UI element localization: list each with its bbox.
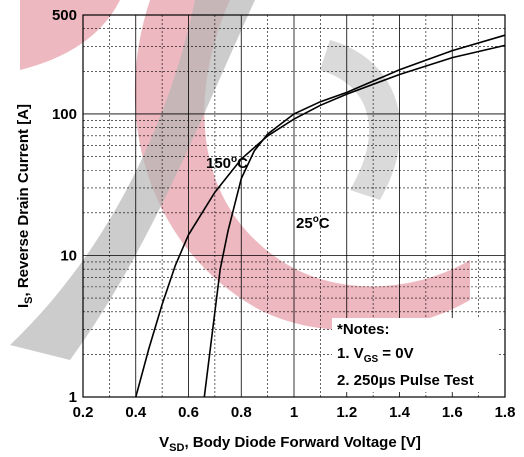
x-tick-label: 0.4 [125,404,147,421]
y-axis-label: IS, Reverse Drain Current [A] [15,104,35,308]
plot-frame [82,14,506,398]
y-tick-label: 10 [60,247,77,264]
x-tick-label: 1.8 [495,404,516,421]
x-tick-label: 0.8 [231,404,252,421]
y-tick-label: 1 [69,389,77,406]
series-line [203,34,506,398]
notes-box [332,318,497,392]
x-axis-label: VSD, Body Diode Forward Voltage [V] [159,434,421,454]
note: 2. 250µs Pulse Test [337,372,474,389]
note: 1. VGS = 0V [337,345,414,365]
x-tick-label: 1.2 [336,404,357,421]
series-label: 150oC [206,154,248,172]
series-label: 25oC [296,214,330,232]
y-tick-label: 500 [52,7,77,24]
watermark [10,0,470,360]
x-tick-label: 1.4 [389,404,411,421]
notes-title: *Notes: [337,321,390,338]
x-tick-label: 1 [290,404,298,421]
y-tick-label: 100 [52,106,77,123]
series-line [135,44,506,398]
x-tick-label: 1.6 [442,404,463,421]
x-tick-label: 0.6 [178,404,199,421]
x-tick-label: 0.2 [73,404,94,421]
